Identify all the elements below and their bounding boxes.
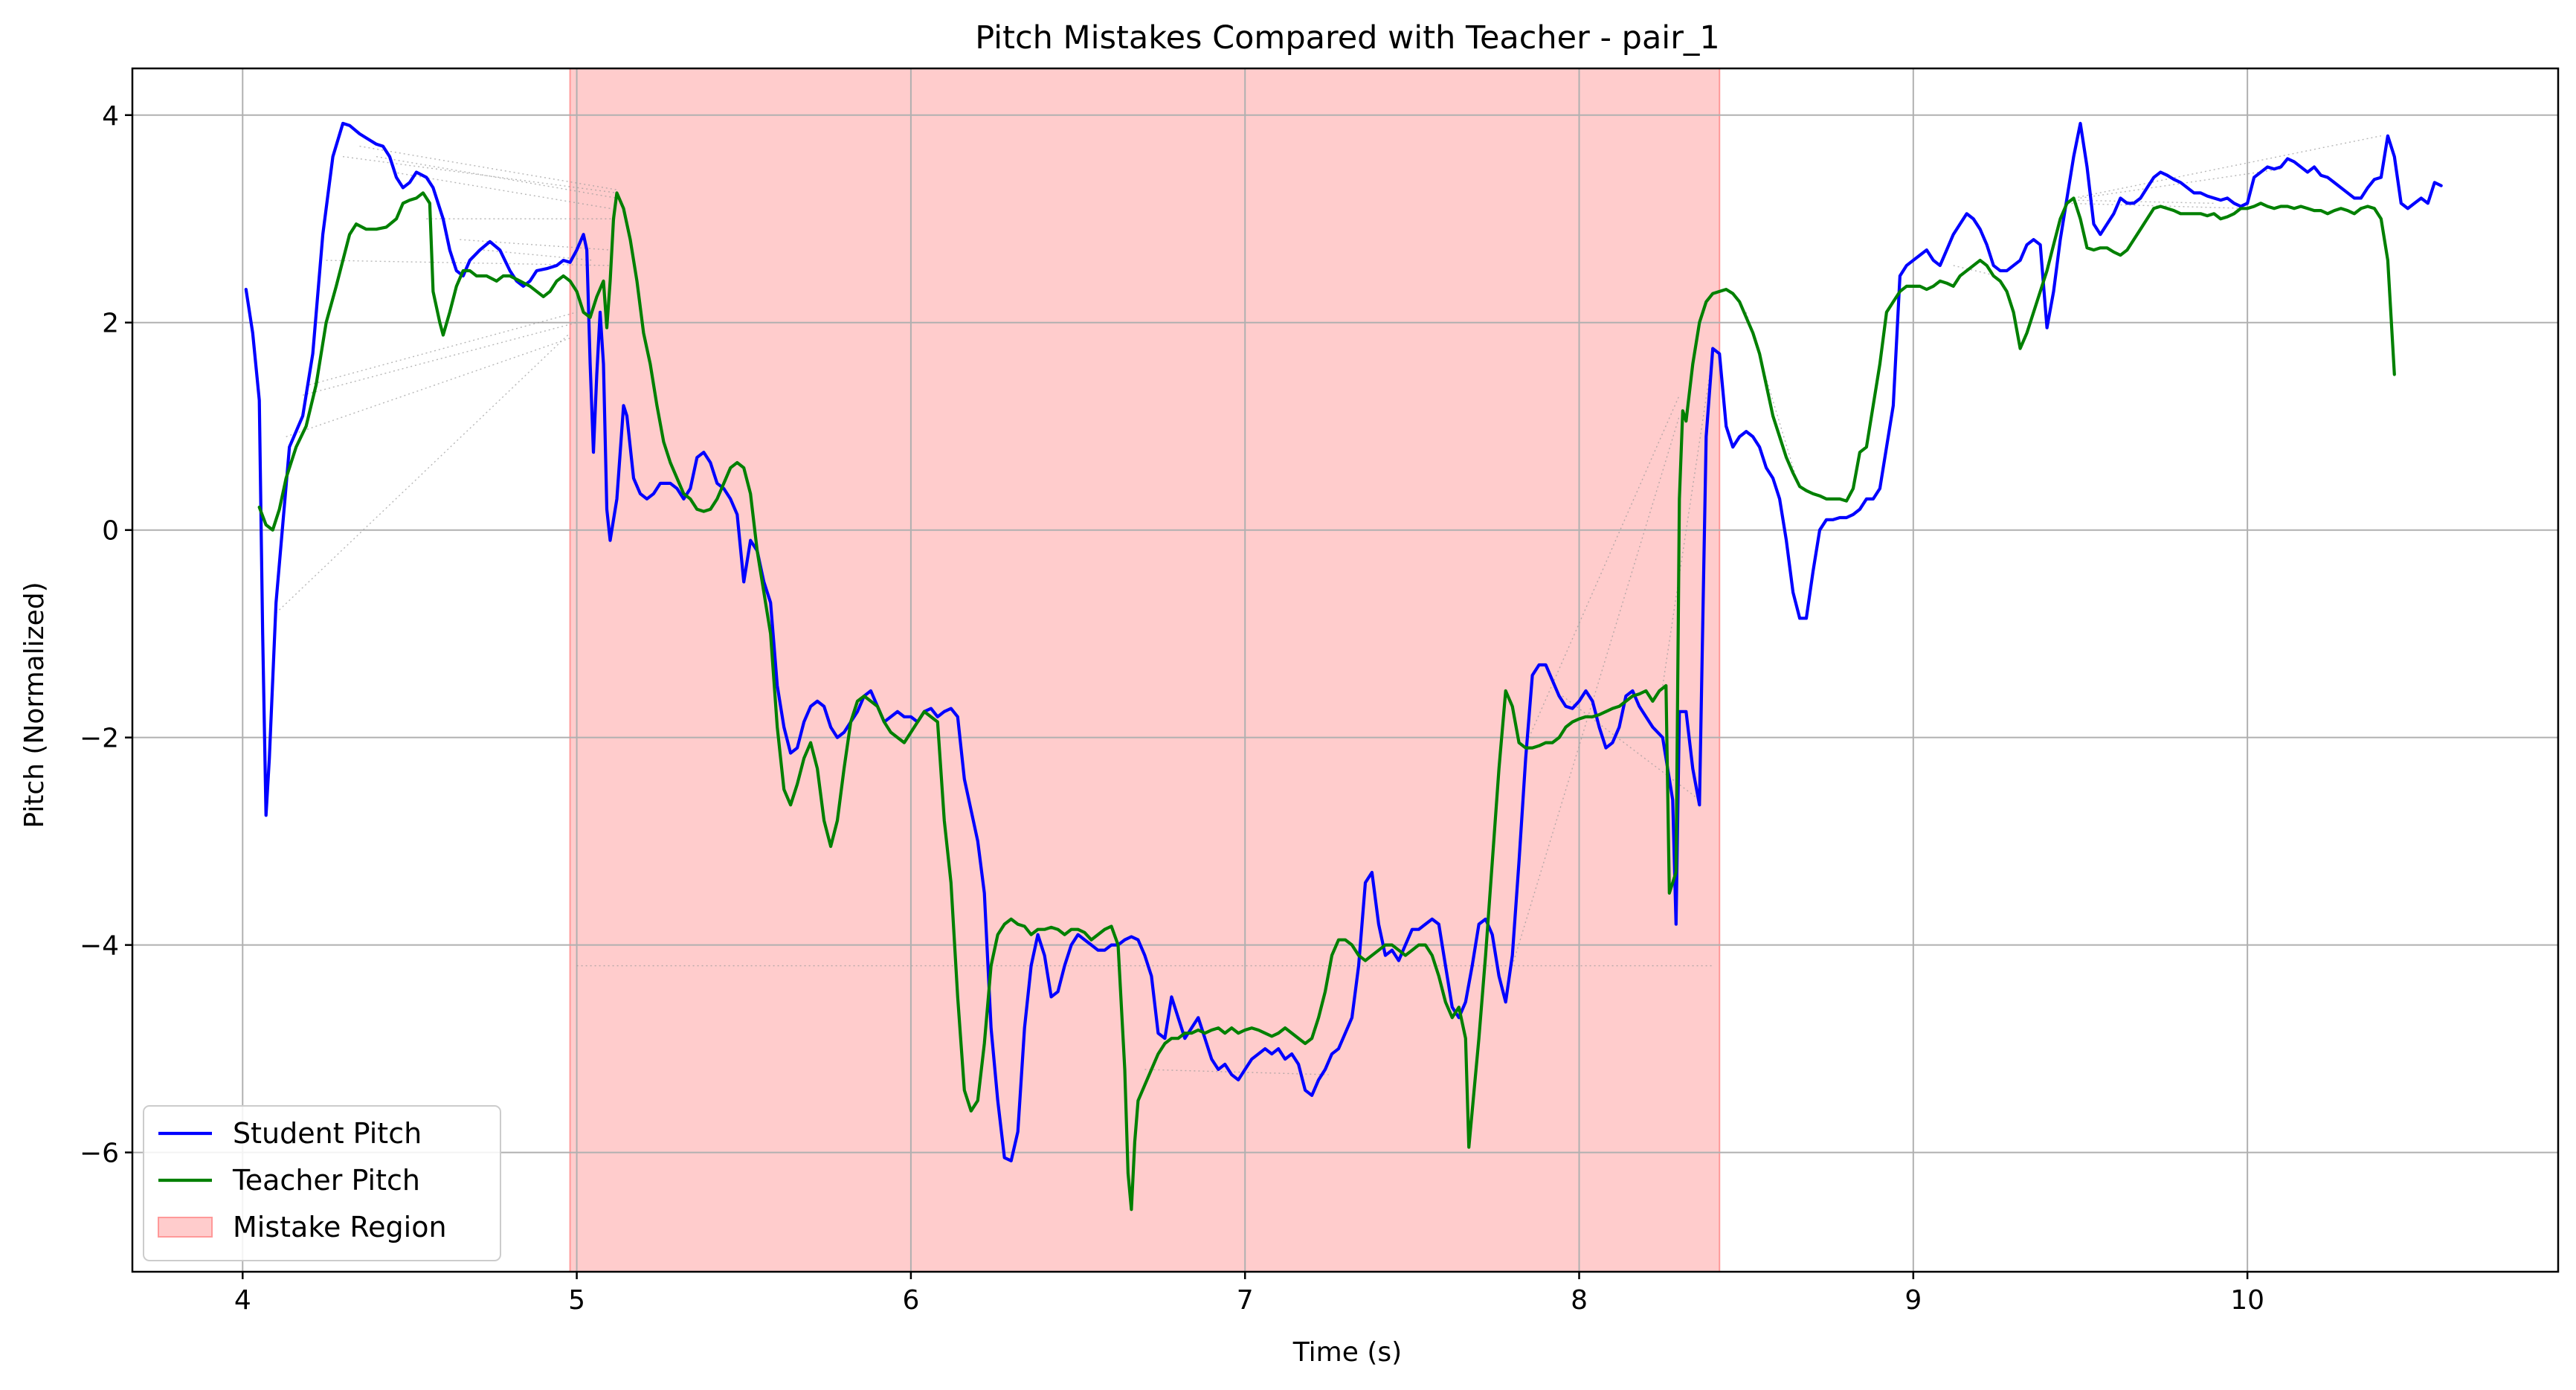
alignment-line	[359, 145, 617, 190]
y-tick-label: −6	[80, 1139, 119, 1169]
alignment-line	[2073, 135, 2382, 199]
alignment-line	[376, 155, 617, 199]
alignment-line	[2073, 199, 2215, 205]
x-tick-label: 10	[2230, 1285, 2264, 1316]
y-tick-label: −4	[80, 931, 119, 962]
x-axis-title: Time (s)	[1292, 1337, 1402, 1368]
y-axis-title: Pitch (Normalized)	[19, 582, 50, 828]
y-tick-label: 4	[102, 101, 119, 132]
alignment-line	[393, 171, 611, 209]
teacher-pitch-line	[257, 191, 2396, 1212]
plot-area: 4 5 6 7 8 9 10 −6 −4 −2 0 2 4	[80, 67, 2560, 1316]
x-tick-label: 5	[568, 1285, 585, 1316]
x-tick-label: 9	[1904, 1285, 1922, 1316]
x-tick-label: 7	[1237, 1285, 1254, 1316]
student-pitch-line	[244, 121, 2443, 1162]
legend: Student Pitch Teacher Pitch Mistake Region	[143, 1105, 501, 1261]
alignment-line	[342, 155, 617, 194]
mistake-region	[569, 68, 1721, 1272]
legend-student-pitch-label: Student Pitch	[233, 1117, 422, 1150]
chart-title: Pitch Mistakes Compared with Teacher - p…	[975, 19, 1720, 57]
y-tick-label: 2	[102, 309, 119, 339]
legend-mistake-region-swatch	[158, 1217, 213, 1238]
y-tick-label: −2	[80, 724, 119, 754]
x-tick-label: 8	[1571, 1285, 1588, 1316]
y-tick-label: 0	[102, 516, 119, 547]
x-tick-label: 4	[234, 1285, 251, 1316]
x-tick-label: 6	[902, 1285, 919, 1316]
alignment-line	[275, 332, 571, 614]
alignment-line	[326, 260, 611, 266]
legend-mistake-region-label: Mistake Region	[233, 1211, 447, 1243]
axes-frame	[131, 67, 2560, 1273]
legend-box	[143, 1105, 501, 1261]
alignment-line	[1511, 416, 1680, 966]
alignment-line	[309, 312, 577, 386]
alignment-line	[286, 337, 570, 437]
alignment-line	[1953, 265, 1997, 277]
legend-teacher-pitch-label: Teacher Pitch	[232, 1164, 420, 1197]
